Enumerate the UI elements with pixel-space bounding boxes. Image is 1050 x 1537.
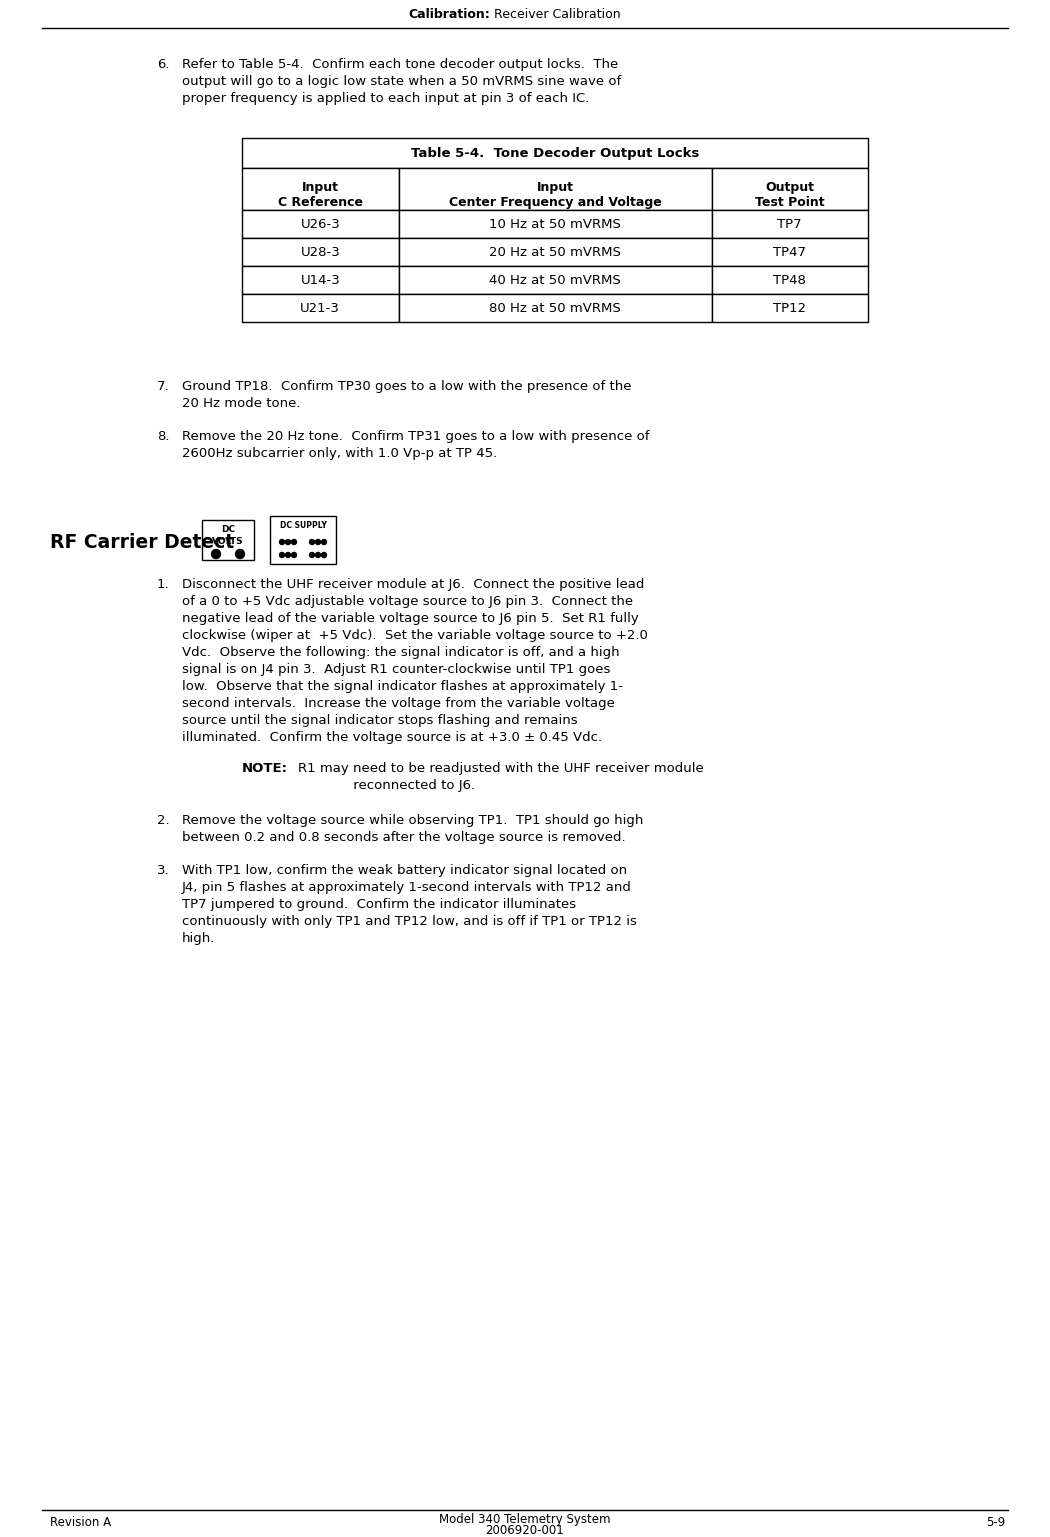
Bar (399, 294, 712, 321)
Text: VOLTS: VOLTS (212, 536, 244, 546)
Circle shape (315, 539, 320, 544)
Text: Input: Input (301, 181, 339, 194)
Text: reconnected to J6.: reconnected to J6. (298, 779, 475, 792)
Circle shape (211, 550, 220, 558)
Text: U14-3: U14-3 (300, 274, 340, 286)
Text: 6.: 6. (158, 58, 169, 71)
Bar (712, 294, 868, 321)
Text: negative lead of the variable voltage source to J6 pin 5.  Set R1 fully: negative lead of the variable voltage so… (182, 612, 638, 626)
Text: clockwise (wiper at  +5 Vdc).  Set the variable voltage source to +2.0: clockwise (wiper at +5 Vdc). Set the var… (182, 629, 648, 642)
Text: 80 Hz at 50 mVRMS: 80 Hz at 50 mVRMS (489, 301, 621, 315)
Circle shape (315, 552, 320, 558)
Text: Remove the 20 Hz tone.  Confirm TP31 goes to a low with presence of: Remove the 20 Hz tone. Confirm TP31 goes… (182, 430, 650, 443)
Text: TP7: TP7 (777, 218, 802, 231)
Text: RF Carrier Detect: RF Carrier Detect (50, 532, 234, 552)
Circle shape (292, 552, 296, 558)
Text: Refer to Table 5-4.  Confirm each tone decoder output locks.  The: Refer to Table 5-4. Confirm each tone de… (182, 58, 618, 71)
Text: Output: Output (765, 181, 814, 194)
Text: Ground TP18.  Confirm TP30 goes to a low with the presence of the: Ground TP18. Confirm TP30 goes to a low … (182, 380, 631, 393)
Text: J4, pin 5 flashes at approximately 1-second intervals with TP12 and: J4, pin 5 flashes at approximately 1-sec… (182, 881, 632, 895)
Text: Model 340 Telemetry System: Model 340 Telemetry System (439, 1512, 611, 1526)
Text: second intervals.  Increase the voltage from the variable voltage: second intervals. Increase the voltage f… (182, 696, 615, 710)
Text: Center Frequency and Voltage: Center Frequency and Voltage (448, 197, 662, 209)
Circle shape (235, 550, 245, 558)
Text: U28-3: U28-3 (300, 246, 340, 258)
Text: 2006920-001: 2006920-001 (485, 1525, 565, 1537)
Bar (399, 266, 712, 294)
Text: R1 may need to be readjusted with the UHF receiver module: R1 may need to be readjusted with the UH… (298, 762, 704, 775)
Text: Vdc.  Observe the following: the signal indicator is off, and a high: Vdc. Observe the following: the signal i… (182, 646, 620, 659)
Text: Input: Input (537, 181, 573, 194)
Text: 2.: 2. (158, 815, 170, 827)
Text: signal is on J4 pin 3.  Adjust R1 counter-clockwise until TP1 goes: signal is on J4 pin 3. Adjust R1 counter… (182, 662, 610, 676)
Circle shape (310, 552, 315, 558)
Text: 40 Hz at 50 mVRMS: 40 Hz at 50 mVRMS (489, 274, 621, 286)
Bar (242, 138, 868, 168)
Bar (712, 168, 868, 211)
Text: Receiver Calibration: Receiver Calibration (494, 8, 621, 20)
Circle shape (286, 539, 291, 544)
Bar (399, 238, 712, 266)
Text: of a 0 to +5 Vdc adjustable voltage source to J6 pin 3.  Connect the: of a 0 to +5 Vdc adjustable voltage sour… (182, 595, 633, 609)
Text: U26-3: U26-3 (300, 218, 340, 231)
Bar (242, 266, 399, 294)
Text: Remove the voltage source while observing TP1.  TP1 should go high: Remove the voltage source while observin… (182, 815, 644, 827)
Bar (242, 238, 399, 266)
Text: high.: high. (182, 931, 215, 945)
Circle shape (292, 539, 296, 544)
Text: Table 5-4.  Tone Decoder Output Locks: Table 5-4. Tone Decoder Output Locks (411, 146, 699, 160)
Text: TP48: TP48 (773, 274, 806, 286)
Text: low.  Observe that the signal indicator flashes at approximately 1-: low. Observe that the signal indicator f… (182, 679, 623, 693)
Text: With TP1 low, confirm the weak battery indicator signal located on: With TP1 low, confirm the weak battery i… (182, 864, 627, 878)
Text: 8.: 8. (158, 430, 169, 443)
Circle shape (286, 552, 291, 558)
Text: 1.: 1. (158, 578, 170, 592)
Text: TP7 jumpered to ground.  Confirm the indicator illuminates: TP7 jumpered to ground. Confirm the indi… (182, 898, 576, 911)
Bar (712, 266, 868, 294)
Bar (242, 294, 399, 321)
Text: 5-9: 5-9 (986, 1517, 1005, 1529)
Bar (712, 211, 868, 238)
Text: 10 Hz at 50 mVRMS: 10 Hz at 50 mVRMS (489, 218, 621, 231)
Bar (202, 520, 254, 559)
Circle shape (279, 539, 285, 544)
Circle shape (321, 539, 327, 544)
Bar (270, 516, 336, 564)
Text: proper frequency is applied to each input at pin 3 of each IC.: proper frequency is applied to each inpu… (182, 92, 589, 105)
Text: C Reference: C Reference (278, 197, 362, 209)
Text: source until the signal indicator stops flashing and remains: source until the signal indicator stops … (182, 715, 578, 727)
Text: 2600Hz subcarrier only, with 1.0 Vp-p at TP 45.: 2600Hz subcarrier only, with 1.0 Vp-p at… (182, 447, 498, 460)
Bar (242, 211, 399, 238)
Text: 20 Hz mode tone.: 20 Hz mode tone. (182, 397, 300, 410)
Bar (242, 168, 399, 211)
Text: 7.: 7. (158, 380, 170, 393)
Text: Disconnect the UHF receiver module at J6.  Connect the positive lead: Disconnect the UHF receiver module at J6… (182, 578, 645, 592)
Text: TP47: TP47 (773, 246, 806, 258)
Text: 3.: 3. (158, 864, 170, 878)
Text: between 0.2 and 0.8 seconds after the voltage source is removed.: between 0.2 and 0.8 seconds after the vo… (182, 832, 626, 844)
Text: DC: DC (220, 526, 235, 535)
Text: Test Point: Test Point (755, 197, 824, 209)
Text: Revision A: Revision A (50, 1517, 111, 1529)
Text: output will go to a logic low state when a 50 mVRMS sine wave of: output will go to a logic low state when… (182, 75, 622, 88)
Text: 20 Hz at 50 mVRMS: 20 Hz at 50 mVRMS (489, 246, 621, 258)
Bar (399, 168, 712, 211)
Text: DC SUPPLY: DC SUPPLY (279, 521, 327, 530)
Text: illuminated.  Confirm the voltage source is at +3.0 ± 0.45 Vdc.: illuminated. Confirm the voltage source … (182, 732, 602, 744)
Circle shape (279, 552, 285, 558)
Bar (399, 211, 712, 238)
Text: Calibration:: Calibration: (408, 8, 490, 20)
Text: U21-3: U21-3 (300, 301, 340, 315)
Circle shape (321, 552, 327, 558)
Text: TP12: TP12 (773, 301, 806, 315)
Text: NOTE:: NOTE: (242, 762, 288, 775)
Bar (712, 238, 868, 266)
Text: continuously with only TP1 and TP12 low, and is off if TP1 or TP12 is: continuously with only TP1 and TP12 low,… (182, 915, 637, 928)
Circle shape (310, 539, 315, 544)
